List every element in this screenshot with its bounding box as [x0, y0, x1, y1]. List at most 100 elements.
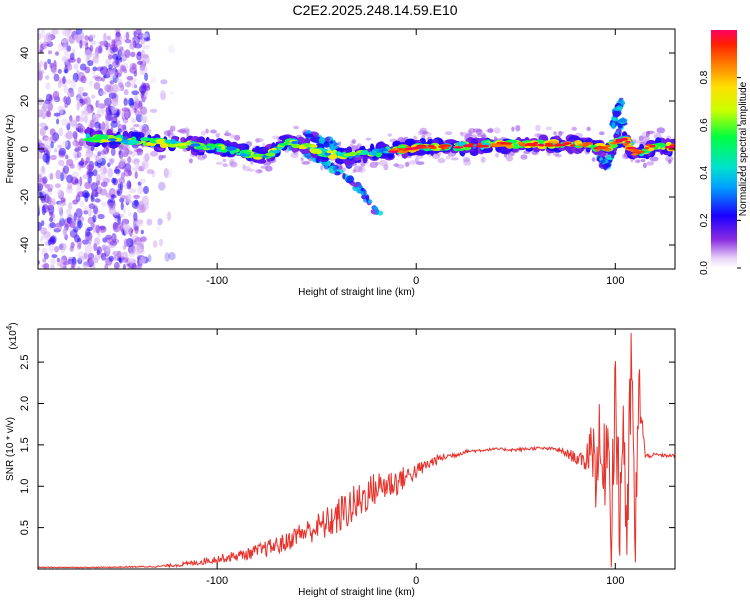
halo-mark [222, 163, 228, 168]
noise-mark [133, 194, 141, 199]
halo-mark [591, 157, 596, 162]
noise-mark [85, 42, 89, 52]
noise-mark [133, 30, 137, 37]
halo-mark [129, 127, 136, 131]
noise-mark [108, 202, 116, 211]
noise-mark [163, 168, 169, 178]
noise-mark [127, 193, 131, 201]
halo-mark [365, 137, 372, 141]
noise-mark [45, 150, 50, 159]
noise-mark [110, 194, 117, 199]
noise-mark [157, 218, 163, 226]
ridge-peak-mark [478, 144, 484, 148]
noise-mark [123, 238, 129, 248]
noise-mark [77, 220, 83, 229]
ridge-core-mark [284, 139, 290, 145]
noise-mark [109, 105, 114, 110]
branch-mark [346, 175, 355, 184]
ridge-peak-mark [527, 144, 537, 147]
noise-mark [135, 265, 142, 269]
noise-mark [136, 60, 143, 65]
ridge-core-mark [128, 139, 140, 145]
noise-mark [101, 244, 110, 252]
noise-mark [131, 263, 137, 269]
noise-mark [55, 169, 62, 180]
noise-mark [71, 171, 80, 177]
noise-mark [84, 243, 93, 254]
ridge-core-mark [142, 141, 147, 147]
y-axis-label: Frequency (Hz) [5, 115, 16, 184]
ridge-peak-mark [554, 144, 566, 147]
noise-mark [116, 120, 121, 128]
noise-mark [107, 48, 111, 55]
ridge-core-mark [303, 143, 311, 148]
plot-background [38, 329, 675, 569]
noise-mark [96, 174, 101, 184]
halo-mark [599, 131, 605, 136]
noise-mark [164, 252, 170, 262]
ridge-peak-mark [578, 143, 585, 147]
ridge-peak-mark [517, 141, 524, 145]
noise-mark [103, 146, 109, 155]
halo-mark [142, 127, 152, 135]
noise-mark [49, 135, 58, 144]
halo-mark [445, 131, 453, 136]
noise-mark [41, 105, 46, 113]
noise-mark [160, 79, 168, 85]
noise-mark [38, 183, 44, 192]
noise-mark [136, 220, 143, 227]
noise-mark [131, 82, 137, 89]
noise-mark [72, 151, 78, 159]
noise-mark [60, 197, 66, 202]
ridge-peak-mark [669, 144, 675, 147]
ridge-peak-mark [482, 144, 489, 148]
noise-mark [114, 261, 120, 269]
noise-mark [63, 85, 69, 93]
noise-mark [140, 229, 144, 235]
noise-mark [75, 97, 80, 103]
ridge-peak-mark [625, 146, 637, 150]
noise-mark [95, 224, 100, 234]
plot-frame [37, 328, 676, 570]
noise-mark [79, 98, 84, 104]
branch-mark [365, 194, 370, 202]
noise-mark [88, 34, 96, 39]
noise-mark [83, 49, 92, 57]
ridge-core-mark [298, 145, 304, 150]
noise-mark [112, 83, 119, 94]
ridge-core-mark [244, 151, 252, 155]
noise-mark [64, 133, 69, 139]
noise-mark [65, 96, 71, 106]
noise-mark [61, 29, 70, 36]
halo-mark [586, 126, 591, 131]
noise-mark [78, 117, 85, 123]
ridge-core-mark [113, 137, 123, 142]
halo-mark [668, 159, 672, 165]
noise-mark [83, 210, 89, 215]
noise-mark [100, 252, 107, 261]
halo-mark [197, 156, 205, 161]
halo-mark [224, 130, 229, 136]
halo-mark [437, 157, 446, 164]
noise-mark [96, 249, 100, 256]
ridge-peak-mark [429, 146, 437, 150]
halo-mark [210, 129, 217, 134]
halo-mark [450, 157, 459, 161]
noise-mark [78, 141, 84, 147]
noise-mark [45, 75, 50, 80]
ridge-outer-mark [343, 159, 351, 165]
noise-mark [76, 151, 82, 158]
noise-mark [55, 51, 59, 56]
snr-series-line [38, 332, 675, 569]
spectrogram-marks [38, 29, 675, 269]
noise-mark [83, 205, 90, 212]
noise-mark [72, 199, 79, 205]
noise-mark [126, 75, 134, 81]
noise-mark [94, 198, 101, 203]
noise-mark [50, 213, 55, 219]
halo-mark [445, 155, 451, 160]
branch-mark [350, 182, 358, 187]
noise-mark [56, 257, 60, 262]
branch-mark [342, 172, 346, 180]
